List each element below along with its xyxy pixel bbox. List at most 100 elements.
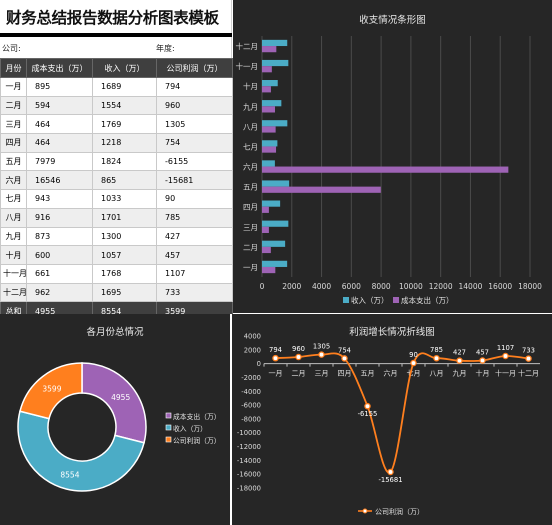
table-row: 九月 873 1300 427 xyxy=(0,226,233,247)
bar-income xyxy=(262,120,288,127)
month-cell[interactable]: 九月 xyxy=(0,226,27,247)
y-tick-label: -16000 xyxy=(237,471,261,479)
income-cell[interactable]: 1218 xyxy=(92,133,157,153)
income-cell[interactable]: 1824 xyxy=(92,151,157,172)
profit-cell[interactable]: 1107 xyxy=(156,263,233,284)
month-cell[interactable]: 二月 xyxy=(0,95,27,116)
slice-label: 3599 xyxy=(42,384,61,393)
month-cell[interactable]: 五月 xyxy=(0,151,27,172)
cost-cell[interactable]: 873 xyxy=(26,226,93,247)
cost-cell[interactable]: 464 xyxy=(26,133,93,153)
profit-cell[interactable]: 794 xyxy=(156,77,233,97)
month-cell[interactable]: 三月 xyxy=(0,114,27,135)
bar-income xyxy=(262,160,275,167)
y-tick-label: 九月 xyxy=(243,102,258,111)
y-tick-label: 一月 xyxy=(243,263,258,272)
data-label: 794 xyxy=(269,346,282,354)
data-label: 457 xyxy=(476,348,489,356)
cost-cell[interactable]: 464 xyxy=(26,114,93,135)
y-tick-label: -2000 xyxy=(241,374,261,382)
header-profit[interactable]: 公司利润（万） xyxy=(156,58,233,78)
profit-cell[interactable]: 754 xyxy=(156,133,233,153)
table-row: 七月 943 1033 90 xyxy=(0,189,233,209)
y-tick-label: 十月 xyxy=(243,81,258,91)
y-tick-label: -12000 xyxy=(237,443,261,451)
month-cell[interactable]: 十一月 xyxy=(0,263,27,284)
month-cell[interactable]: 七月 xyxy=(0,189,27,209)
table-row: 一月 895 1689 794 xyxy=(0,77,233,97)
income-cell[interactable]: 1769 xyxy=(92,114,157,135)
x-tick-label: 18000 xyxy=(518,282,542,291)
cost-cell[interactable]: 943 xyxy=(26,189,93,209)
bar-income xyxy=(262,240,286,247)
y-tick-label: 十二月 xyxy=(236,41,259,51)
donut-chart-title: 各月份总情况 xyxy=(86,327,144,338)
income-cell[interactable]: 1554 xyxy=(92,95,157,116)
cost-cell[interactable]: 7979 xyxy=(26,151,93,172)
month-cell[interactable]: 一月 xyxy=(0,77,27,97)
table-row: 五月 7979 1824 -6155 xyxy=(0,151,233,172)
header-month[interactable]: 月份 xyxy=(0,58,27,78)
donut-slice xyxy=(17,410,145,492)
income-cell[interactable]: 865 xyxy=(92,170,157,191)
x-tick-label: 0 xyxy=(260,282,265,291)
profit-cell[interactable]: 785 xyxy=(156,207,233,228)
y-tick-label: -10000 xyxy=(237,429,261,437)
profit-cell[interactable]: 1305 xyxy=(156,114,233,135)
legend-swatch xyxy=(165,412,172,419)
profit-cell[interactable]: -6155 xyxy=(156,151,233,172)
table-row: 二月 594 1554 960 xyxy=(0,95,233,116)
income-cell[interactable]: 1768 xyxy=(92,263,157,284)
y-tick-label: 五月 xyxy=(243,183,258,192)
profit-cell[interactable]: 90 xyxy=(156,189,233,209)
bar-cost xyxy=(262,66,272,73)
month-cell[interactable]: 十二月 xyxy=(0,282,27,303)
table-row: 十二月 962 1695 733 xyxy=(0,282,233,303)
profit-cell[interactable]: 427 xyxy=(156,226,233,247)
table-row: 十一月 661 1768 1107 xyxy=(0,263,233,284)
income-cell[interactable]: 1033 xyxy=(92,189,157,209)
income-cell[interactable]: 1695 xyxy=(92,282,157,303)
month-cell[interactable]: 四月 xyxy=(0,133,27,153)
x-tick-label: 五月 xyxy=(361,370,375,378)
month-cell[interactable]: 十月 xyxy=(0,245,27,265)
cost-cell[interactable]: 916 xyxy=(26,207,93,228)
header-income[interactable]: 收入（万） xyxy=(92,58,157,78)
profit-cell[interactable]: 960 xyxy=(156,95,233,116)
x-tick-label: 七月 xyxy=(407,369,421,378)
income-cell[interactable]: 1701 xyxy=(92,207,157,228)
bar-income xyxy=(262,200,281,207)
income-cell[interactable]: 1689 xyxy=(92,77,157,97)
data-point xyxy=(479,357,486,364)
cost-cell[interactable]: 895 xyxy=(26,77,93,97)
line-chart-panel: 利润增长情况折线图 4000 2000 0 -2000 -4000 -6000 -8000 -… xyxy=(232,314,552,525)
table-row: 四月 464 1218 754 xyxy=(0,133,233,153)
month-cell[interactable]: 八月 xyxy=(0,207,27,228)
data-point xyxy=(387,468,394,476)
income-cell[interactable]: 1057 xyxy=(92,245,157,265)
cost-cell[interactable]: 16546 xyxy=(26,170,93,191)
bar-cost xyxy=(262,186,381,193)
header-cost[interactable]: 成本支出（万） xyxy=(26,58,93,78)
x-tick-label: 四月 xyxy=(338,370,352,378)
cost-cell[interactable]: 594 xyxy=(26,95,93,116)
data-point xyxy=(295,353,302,361)
table-row: 十月 600 1057 457 xyxy=(0,245,233,265)
bar-cost xyxy=(262,166,509,173)
meta-row: 公司: 年度: xyxy=(0,40,232,56)
profit-cell[interactable]: -15681 xyxy=(156,170,233,191)
month-cell[interactable]: 六月 xyxy=(0,170,27,191)
y-tick-label: -14000 xyxy=(237,457,261,465)
data-point xyxy=(272,354,279,362)
bar-cost xyxy=(262,46,277,53)
cost-cell[interactable]: 600 xyxy=(26,245,93,265)
data-point xyxy=(410,359,417,367)
income-cell[interactable]: 1300 xyxy=(92,226,157,247)
profit-cell[interactable]: 733 xyxy=(156,282,233,303)
panel-gap xyxy=(230,314,232,525)
data-point xyxy=(364,402,371,410)
x-tick-label: 2000 xyxy=(282,282,301,291)
cost-cell[interactable]: 661 xyxy=(26,263,93,284)
profit-cell[interactable]: 457 xyxy=(156,245,233,265)
cost-cell[interactable]: 962 xyxy=(26,282,93,303)
